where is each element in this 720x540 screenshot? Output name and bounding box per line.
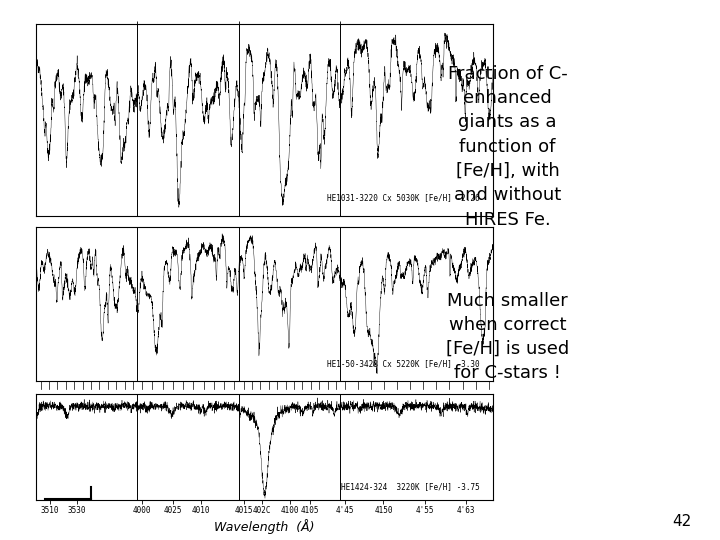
Text: HE1031-3220 Cx 5030K [Fe/H] -2.26: HE1031-3220 Cx 5030K [Fe/H] -2.26 [327,193,480,202]
Text: HE1-50-3428 Cx 5220K [Fe/H] -3.30: HE1-50-3428 Cx 5220K [Fe/H] -3.30 [327,360,480,368]
Text: Fraction of C-
enhanced
giants as a
function of
[Fe/H], with
and without
HIRES F: Fraction of C- enhanced giants as a func… [448,65,567,228]
Text: HE1424-324  3220K [Fe/H] -3.75: HE1424-324 3220K [Fe/H] -3.75 [341,482,480,491]
Text: Much smaller
when correct
[Fe/H] is used
for C-stars !: Much smaller when correct [Fe/H] is used… [446,292,570,382]
Text: Wavelength  (Å): Wavelength (Å) [215,518,315,534]
Text: 42: 42 [672,514,691,529]
